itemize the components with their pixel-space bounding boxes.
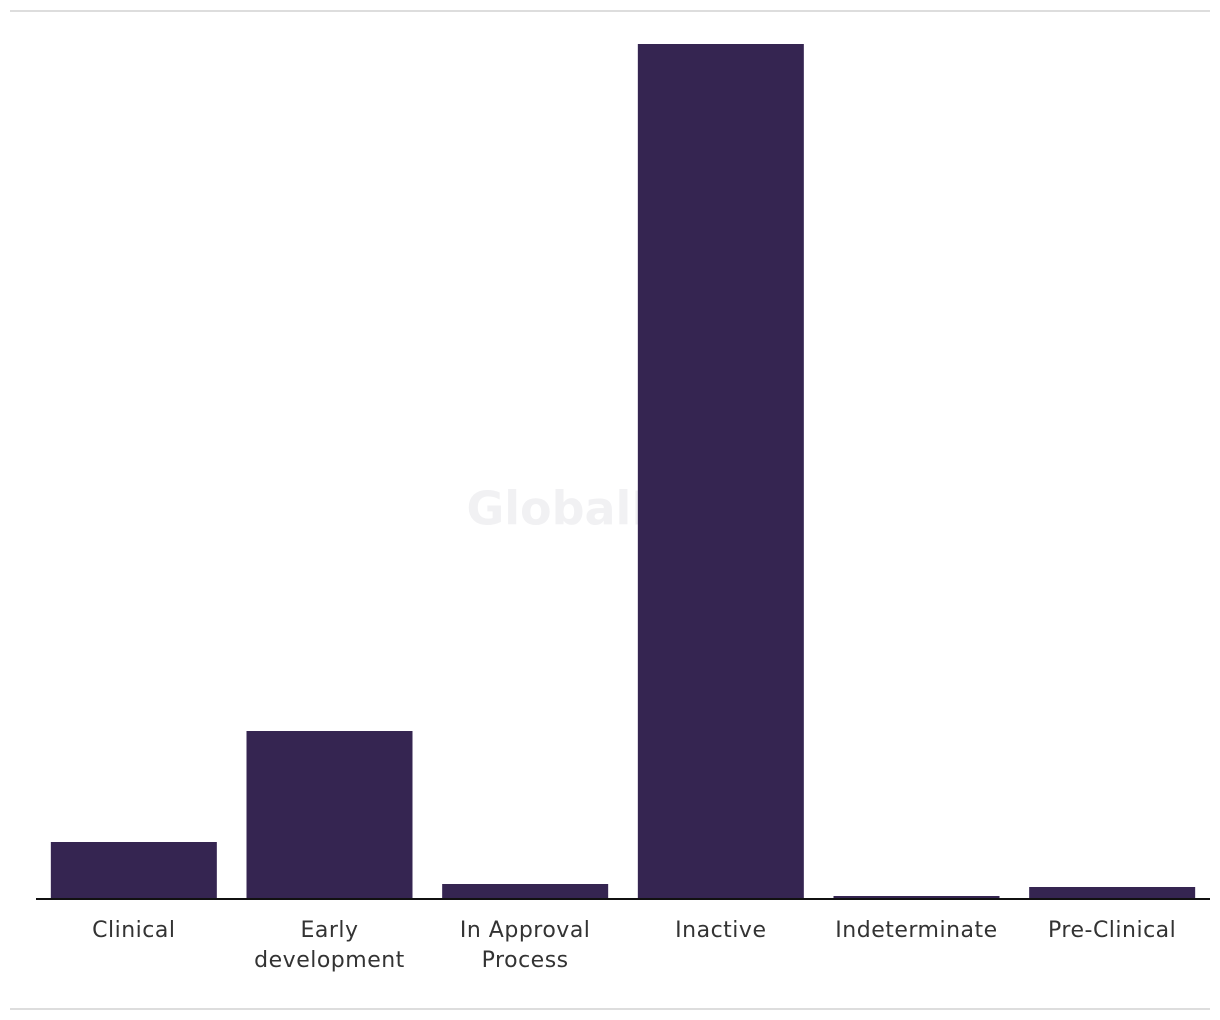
bar	[637, 44, 804, 899]
bar	[1029, 887, 1196, 899]
x-tick-label: Inactive	[675, 918, 767, 943]
bar	[833, 896, 1000, 899]
x-tick-label: Indeterminate	[835, 918, 998, 943]
x-tick-label: Pre-Clinical	[1048, 918, 1177, 943]
bar	[50, 842, 217, 899]
bar	[442, 884, 609, 899]
x-tick-label: In Approval Process	[459, 918, 591, 973]
x-tick-label: Clinical	[92, 918, 176, 943]
x-tick-label: Early development	[254, 918, 405, 973]
bar	[246, 731, 413, 899]
